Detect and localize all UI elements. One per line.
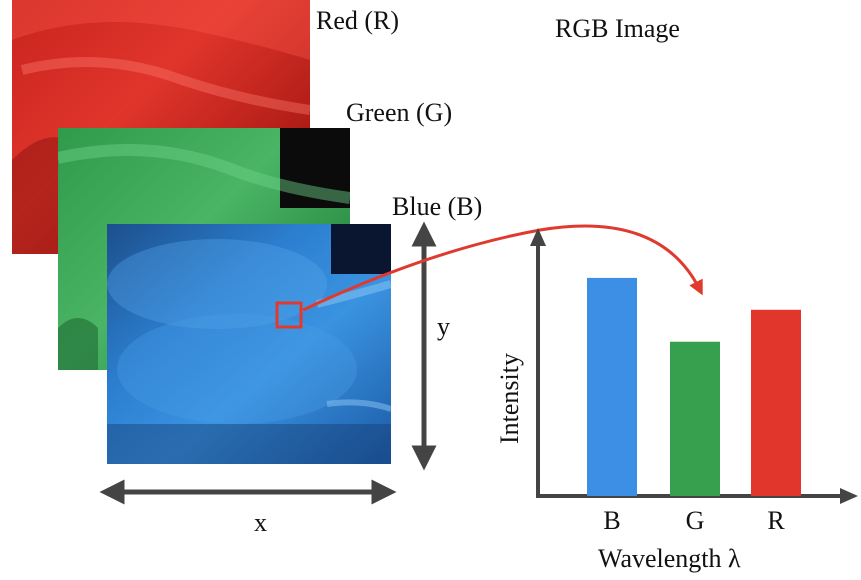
- chart-tick-label-g: G: [685, 506, 705, 535]
- red-channel-label: Red (R): [316, 6, 400, 35]
- chart-tick-label-b: B: [603, 506, 621, 535]
- chart-x-axis-label: Wavelength λ: [598, 544, 741, 573]
- chart-tick-label-r: R: [767, 506, 785, 535]
- blue-channel-layer: [107, 224, 391, 464]
- chart-x-axis-arrowhead: [840, 488, 858, 504]
- chart-bar-g: [670, 341, 720, 496]
- chart-y-axis-arrowhead: [530, 228, 546, 246]
- chart-y-axis-label: Intensity: [495, 353, 524, 444]
- image-y-axis-label: y: [437, 312, 450, 341]
- green-layer-dark-corner: [280, 128, 350, 208]
- green-channel-texture: [58, 144, 350, 370]
- blue-layer-dark-corner: [331, 224, 391, 274]
- chart-bar-r: [751, 309, 801, 496]
- pixel-to-chart-arrow: [302, 224, 703, 312]
- green-channel-label: Green (G): [346, 98, 453, 127]
- diagram-title: RGB Image: [555, 14, 680, 43]
- chart-bars: [587, 277, 801, 496]
- image-x-axis-label: x: [254, 508, 267, 537]
- chart-bar-b: [587, 277, 637, 496]
- pixel-selection-box: [275, 301, 303, 329]
- blue-channel-texture: [107, 239, 391, 464]
- blue-channel-label: Blue (B): [392, 192, 483, 221]
